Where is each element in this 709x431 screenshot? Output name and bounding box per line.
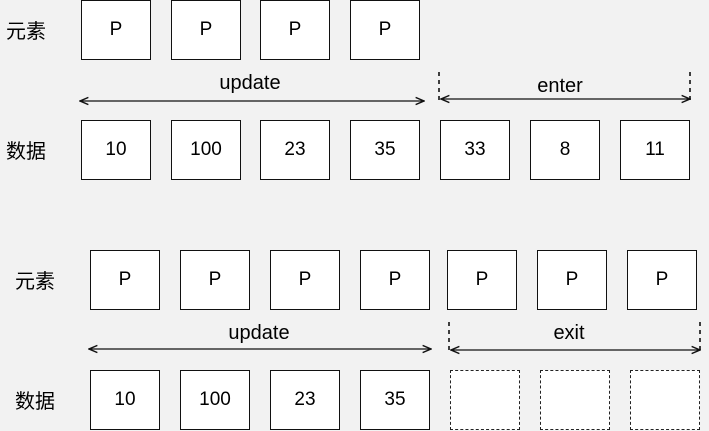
data-box: 35 [350,120,420,180]
data-box: 35 [360,370,430,430]
data-box: 23 [260,120,330,180]
element-box: P [537,250,607,310]
data-box: 10 [90,370,160,430]
data-box: 33 [440,120,510,180]
data-box: 23 [270,370,340,430]
empty-data-slot [450,370,520,430]
empty-data-slot [540,370,610,430]
element-box: P [180,250,250,310]
exit-label: exit [553,322,585,344]
element-box: P [627,250,697,310]
element-box: P [360,250,430,310]
data-box: 100 [171,120,241,180]
element-box: P [260,0,330,60]
update-label: update [219,72,281,94]
data-box: 100 [180,370,250,430]
element-box: P [270,250,340,310]
row-label-elements-1: 元素 [6,19,46,43]
empty-data-slot [630,370,700,430]
element-box: P [350,0,420,60]
element-box: P [81,0,151,60]
element-box: P [447,250,517,310]
element-box: P [171,0,241,60]
element-box: P [90,250,160,310]
row-label-elements-2: 元素 [15,269,55,293]
enter-label: enter [537,75,583,97]
update-label: update [228,322,290,344]
row-label-data-2: 数据 [15,389,55,413]
data-box: 10 [81,120,151,180]
row-label-data-1: 数据 [6,139,46,163]
data-box: 8 [530,120,600,180]
data-box: 11 [620,120,690,180]
